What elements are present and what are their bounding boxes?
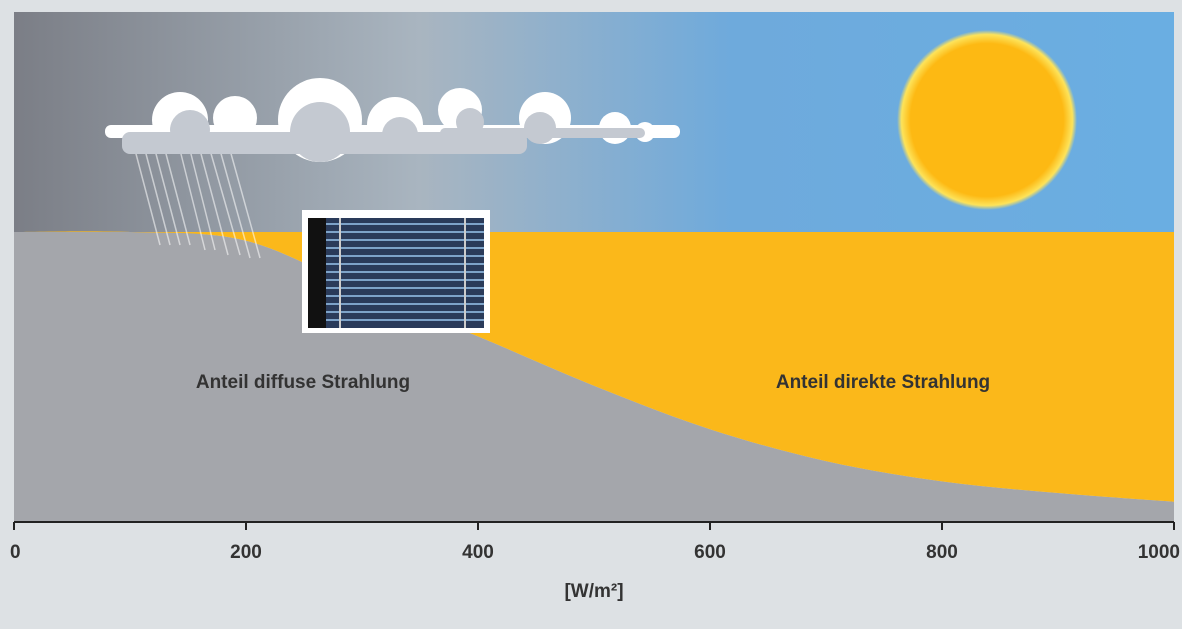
x-axis-title: [W/m²] (564, 581, 623, 602)
x-tick-label: 800 (926, 542, 958, 563)
rain (134, 149, 261, 259)
x-tick-label: 200 (230, 542, 262, 563)
areas (14, 231, 1174, 522)
x-tick-label: 600 (694, 542, 726, 563)
area (14, 231, 1174, 502)
x-tick-label: 1000 (1138, 542, 1180, 563)
x-tick-label: 400 (462, 542, 494, 563)
diffuse-label: Anteil diffuse Strahlung (196, 372, 410, 393)
clouds (105, 78, 680, 162)
solar-panel (302, 210, 490, 333)
x-tick-label: 0 (10, 542, 21, 563)
direct-label: Anteil direkte Strahlung (776, 372, 990, 393)
sun (897, 30, 1077, 210)
